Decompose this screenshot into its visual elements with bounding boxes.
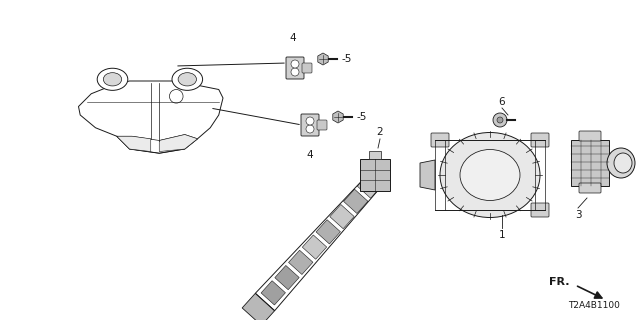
Polygon shape bbox=[357, 174, 381, 198]
FancyBboxPatch shape bbox=[301, 114, 319, 136]
Text: 4: 4 bbox=[290, 33, 296, 43]
FancyBboxPatch shape bbox=[360, 159, 390, 191]
Text: 4: 4 bbox=[307, 150, 314, 160]
Polygon shape bbox=[316, 220, 340, 244]
Text: 2: 2 bbox=[377, 127, 383, 137]
FancyBboxPatch shape bbox=[302, 63, 312, 73]
Polygon shape bbox=[420, 160, 435, 190]
Ellipse shape bbox=[103, 73, 122, 86]
Polygon shape bbox=[330, 204, 354, 229]
Polygon shape bbox=[289, 250, 313, 275]
Text: T2A4B1100: T2A4B1100 bbox=[568, 301, 620, 310]
Text: 3: 3 bbox=[575, 210, 581, 220]
Polygon shape bbox=[333, 111, 343, 123]
Polygon shape bbox=[318, 53, 328, 65]
Text: 1: 1 bbox=[499, 230, 506, 240]
FancyBboxPatch shape bbox=[531, 133, 549, 147]
FancyBboxPatch shape bbox=[571, 140, 609, 186]
Circle shape bbox=[291, 60, 299, 68]
FancyBboxPatch shape bbox=[317, 120, 327, 130]
FancyBboxPatch shape bbox=[579, 131, 601, 141]
Circle shape bbox=[291, 68, 299, 76]
Text: -5: -5 bbox=[341, 54, 351, 64]
FancyBboxPatch shape bbox=[286, 57, 304, 79]
Text: FR.: FR. bbox=[550, 277, 570, 287]
Polygon shape bbox=[344, 189, 368, 213]
Polygon shape bbox=[159, 134, 198, 152]
FancyBboxPatch shape bbox=[579, 183, 601, 193]
FancyBboxPatch shape bbox=[369, 151, 381, 159]
Ellipse shape bbox=[178, 73, 196, 86]
Circle shape bbox=[306, 125, 314, 133]
Circle shape bbox=[493, 113, 507, 127]
Text: -5: -5 bbox=[356, 112, 366, 122]
Polygon shape bbox=[116, 136, 151, 152]
FancyBboxPatch shape bbox=[531, 203, 549, 217]
Ellipse shape bbox=[614, 153, 632, 173]
Polygon shape bbox=[302, 235, 326, 259]
Text: 6: 6 bbox=[499, 97, 506, 107]
Ellipse shape bbox=[460, 149, 520, 201]
Circle shape bbox=[497, 117, 503, 123]
FancyBboxPatch shape bbox=[431, 133, 449, 147]
Ellipse shape bbox=[440, 132, 540, 218]
Polygon shape bbox=[242, 293, 275, 320]
Polygon shape bbox=[275, 266, 299, 290]
Circle shape bbox=[306, 117, 314, 125]
Ellipse shape bbox=[97, 68, 128, 90]
Ellipse shape bbox=[172, 68, 203, 90]
Polygon shape bbox=[261, 281, 285, 305]
Ellipse shape bbox=[607, 148, 635, 178]
